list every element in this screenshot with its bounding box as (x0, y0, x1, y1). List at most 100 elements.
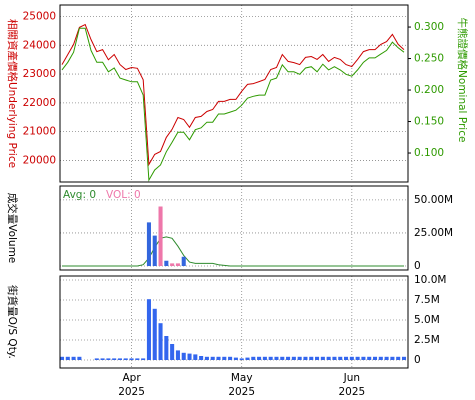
bar (158, 323, 163, 360)
x-tick-label: May 2025 (228, 372, 255, 398)
y-axis-title: 成交量Volume (6, 193, 19, 264)
bar (297, 356, 302, 360)
bar (71, 356, 76, 360)
bar (303, 356, 308, 360)
plot-frame (59, 4, 409, 183)
bar (274, 356, 279, 360)
bar (146, 299, 151, 360)
plot-frame (59, 275, 409, 369)
y-tick-label: 7.5M (414, 294, 440, 306)
y-axis-title: 街貨量O/S Qty. (6, 285, 19, 359)
bar (181, 352, 186, 360)
bar (204, 356, 209, 360)
bar (181, 256, 186, 267)
y-tick-label: 10.0M (414, 274, 446, 286)
x-tick-label-line: 2025 (228, 386, 255, 398)
bar (268, 356, 273, 360)
bar (344, 356, 349, 360)
bar (332, 356, 337, 360)
y2-tick-label: 0.150 (414, 116, 444, 128)
bar (367, 356, 372, 360)
bar (77, 356, 82, 360)
bar (257, 356, 262, 360)
bar (100, 358, 105, 360)
bar (349, 356, 354, 360)
bar (262, 356, 267, 360)
bar (233, 357, 238, 360)
x-tick-label-line: Apr (122, 372, 141, 384)
y2-axis-title: 牛熊證價格Nominal Price (456, 18, 469, 143)
y2-tick-label: 0.200 (414, 84, 444, 96)
series-line (61, 23, 405, 167)
bar (158, 206, 163, 267)
bar (372, 356, 378, 360)
bar (141, 358, 146, 360)
bar (361, 356, 366, 360)
x-tick-label-line: 2025 (118, 386, 145, 398)
legend-entry: Avg: 0 (63, 189, 96, 201)
bar (199, 356, 204, 360)
bar (129, 358, 134, 360)
bar (396, 356, 401, 360)
bar (315, 356, 320, 360)
y-tick-label: 21000 (23, 126, 56, 138)
y2-tick-label: 0.300 (414, 21, 444, 33)
bar (164, 336, 169, 360)
bar (187, 353, 192, 360)
x-tick-label: Jun 2025 (338, 372, 365, 398)
y-tick-label: 25.00M (414, 227, 453, 239)
x-tick-label-line: Jun (343, 372, 360, 384)
bar (59, 356, 65, 360)
y-tick-label: 0 (414, 260, 421, 272)
y-tick-label: 24000 (23, 39, 56, 51)
y-tick-label: 22000 (23, 97, 56, 109)
bar (355, 356, 360, 360)
y-tick-label: 25000 (23, 11, 56, 23)
bar (251, 356, 256, 360)
bar (326, 356, 331, 360)
bar (216, 356, 221, 360)
x-tick-label-line: 2025 (338, 386, 365, 398)
bar (94, 358, 99, 360)
bar (210, 356, 215, 360)
bar (135, 358, 140, 360)
bar (378, 356, 383, 360)
bar (65, 356, 70, 360)
bar (280, 356, 285, 360)
plot-frame (59, 185, 409, 271)
bar (309, 356, 314, 360)
bar (112, 358, 117, 360)
y-axis-title: 相關資產價格Underlying Price (6, 19, 19, 168)
bar (152, 308, 157, 360)
legend-entry: VOL: 0 (106, 189, 141, 201)
bar (239, 358, 244, 360)
bar (170, 263, 175, 267)
bar (222, 356, 227, 360)
y2-tick-label: 0.250 (414, 53, 444, 65)
series-line (61, 27, 405, 182)
y-tick-label: 5.0M (414, 314, 440, 326)
y-tick-label: 0 (414, 354, 421, 366)
bar (384, 356, 389, 360)
bar (152, 235, 157, 267)
y2-tick-label: 0.100 (414, 147, 444, 159)
bar (338, 356, 343, 360)
bar (164, 260, 169, 267)
y-tick-label: 20000 (23, 154, 56, 166)
bar (401, 356, 407, 360)
x-tick-label-line: May (231, 372, 253, 384)
series-line (62, 236, 404, 267)
bar (228, 356, 233, 360)
bar (245, 357, 250, 360)
bar (286, 356, 291, 360)
bar (106, 358, 111, 360)
bar (390, 356, 395, 360)
bar (193, 354, 198, 360)
bar (291, 356, 296, 360)
bar (175, 263, 180, 267)
bar (320, 356, 325, 360)
bar (117, 358, 122, 360)
y-tick-label: 50.00M (414, 194, 453, 206)
